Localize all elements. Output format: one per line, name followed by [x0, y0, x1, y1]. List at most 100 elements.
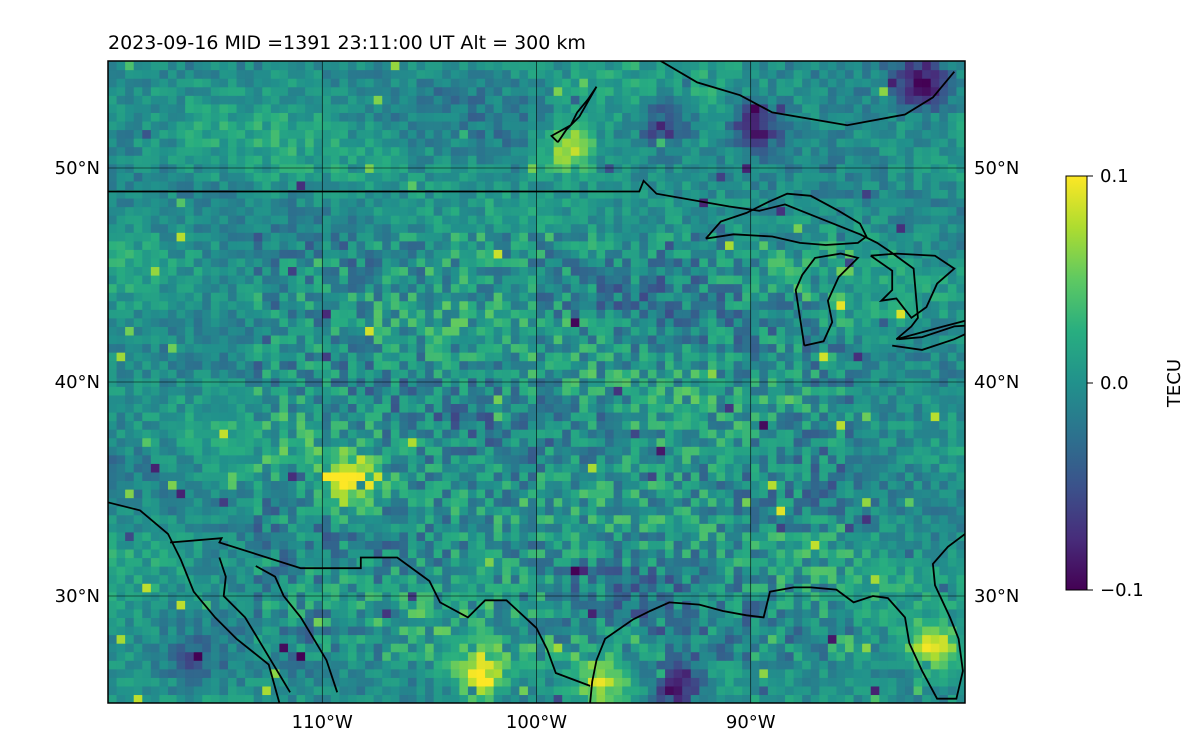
- heatmap-cell: [647, 548, 658, 559]
- heatmap-cell: [905, 283, 915, 293]
- heatmap-cell: [227, 446, 238, 456]
- heatmap-cell: [630, 275, 640, 285]
- heatmap-cell: [690, 540, 700, 550]
- heatmap-cell: [356, 352, 366, 362]
- heatmap-cell: [725, 463, 735, 473]
- heatmap-cell: [613, 480, 623, 490]
- heatmap-cell: [399, 463, 409, 473]
- heatmap-cell: [527, 523, 538, 533]
- heatmap-cell: [356, 548, 366, 559]
- heatmap-cell: [202, 300, 212, 310]
- heatmap-cell: [253, 309, 263, 319]
- heatmap-cell: [459, 386, 469, 396]
- heatmap-cell: [339, 429, 349, 439]
- heatmap-cell: [879, 369, 889, 379]
- heatmap-cell: [185, 275, 195, 285]
- heatmap-cell: [810, 497, 820, 507]
- heatmap-cell: [862, 411, 872, 422]
- heatmap-cell: [913, 548, 923, 559]
- heatmap-cell: [759, 446, 769, 456]
- heatmap-cell: [956, 540, 965, 550]
- heatmap-cell: [193, 583, 203, 593]
- heatmap-cell: [133, 411, 143, 422]
- heatmap-cell: [245, 677, 255, 687]
- heatmap-cell: [450, 283, 460, 293]
- heatmap-cell: [793, 471, 803, 482]
- heatmap-cell: [785, 292, 795, 302]
- heatmap-cell: [210, 506, 221, 516]
- heatmap-cell: [836, 600, 846, 610]
- heatmap-cell: [827, 454, 838, 464]
- heatmap-cell: [159, 429, 169, 439]
- heatmap-cell: [776, 463, 786, 473]
- heatmap-cell: [853, 651, 863, 661]
- heatmap-cell: [425, 548, 435, 559]
- heatmap-cell: [167, 369, 178, 379]
- heatmap-cell: [707, 677, 718, 687]
- heatmap-cell: [870, 309, 880, 319]
- heatmap-cell: [407, 292, 418, 302]
- heatmap-cell: [759, 548, 769, 559]
- heatmap-cell: [322, 292, 332, 302]
- heatmap-cell: [596, 668, 606, 678]
- heatmap-cell: [485, 317, 495, 327]
- heatmap-cell: [956, 394, 965, 404]
- heatmap-cell: [836, 352, 846, 362]
- heatmap-cell: [647, 694, 658, 703]
- heatmap-cell: [356, 634, 366, 644]
- heatmap-cell: [853, 685, 863, 696]
- heatmap-cell: [733, 283, 743, 293]
- heatmap-cell: [176, 643, 186, 653]
- heatmap-cell: [707, 540, 718, 550]
- heatmap-cell: [793, 360, 803, 370]
- heatmap-cell: [382, 643, 392, 653]
- heatmap-cell: [767, 506, 778, 516]
- heatmap-cell: [733, 514, 743, 524]
- heatmap-cell: [527, 394, 538, 404]
- heatmap-cell: [776, 634, 786, 644]
- heatmap-cell: [185, 300, 195, 310]
- heatmap-cell: [545, 600, 555, 610]
- heatmap-cell: [142, 625, 152, 636]
- heatmap-cell: [476, 275, 486, 285]
- heatmap-cell: [476, 668, 486, 678]
- heatmap-cell: [245, 497, 255, 507]
- heatmap-cell: [853, 608, 863, 618]
- heatmap-cell: [116, 437, 126, 447]
- heatmap-cell: [502, 369, 512, 379]
- heatmap-cell: [390, 326, 400, 336]
- heatmap-cell: [339, 685, 349, 696]
- heatmap-cell: [330, 326, 340, 336]
- heatmap-cell: [313, 574, 323, 584]
- heatmap-cell: [690, 463, 700, 473]
- heatmap-cell: [365, 651, 375, 661]
- heatmap-cell: [305, 600, 315, 610]
- heatmap-cell: [442, 403, 452, 413]
- heatmap-cell: [733, 583, 743, 593]
- heatmap-cell: [313, 651, 323, 661]
- heatmap-cell: [596, 531, 606, 541]
- heatmap-cell: [613, 685, 623, 696]
- heatmap-cell: [279, 523, 289, 533]
- heatmap-cell: [227, 437, 238, 447]
- heatmap-cell: [605, 574, 615, 584]
- heatmap-cell: [322, 506, 332, 516]
- heatmap-cell: [116, 608, 126, 618]
- heatmap-cell: [390, 651, 400, 661]
- heatmap-cell: [108, 685, 118, 696]
- heatmap-cell: [879, 557, 889, 567]
- heatmap-cell: [639, 617, 649, 627]
- heatmap-cell: [596, 352, 606, 362]
- heatmap-cell: [647, 437, 658, 447]
- heatmap-cell: [879, 386, 889, 396]
- heatmap-cell: [913, 574, 923, 584]
- heatmap-cell: [905, 677, 915, 687]
- heatmap-cell: [108, 617, 118, 627]
- heatmap-cell: [219, 634, 229, 644]
- heatmap-cell: [605, 617, 615, 627]
- heatmap-cell: [725, 660, 735, 670]
- heatmap-cell: [253, 660, 263, 670]
- heatmap-cell: [382, 600, 392, 610]
- heatmap-cell: [373, 369, 383, 379]
- heatmap-cell: [339, 292, 349, 302]
